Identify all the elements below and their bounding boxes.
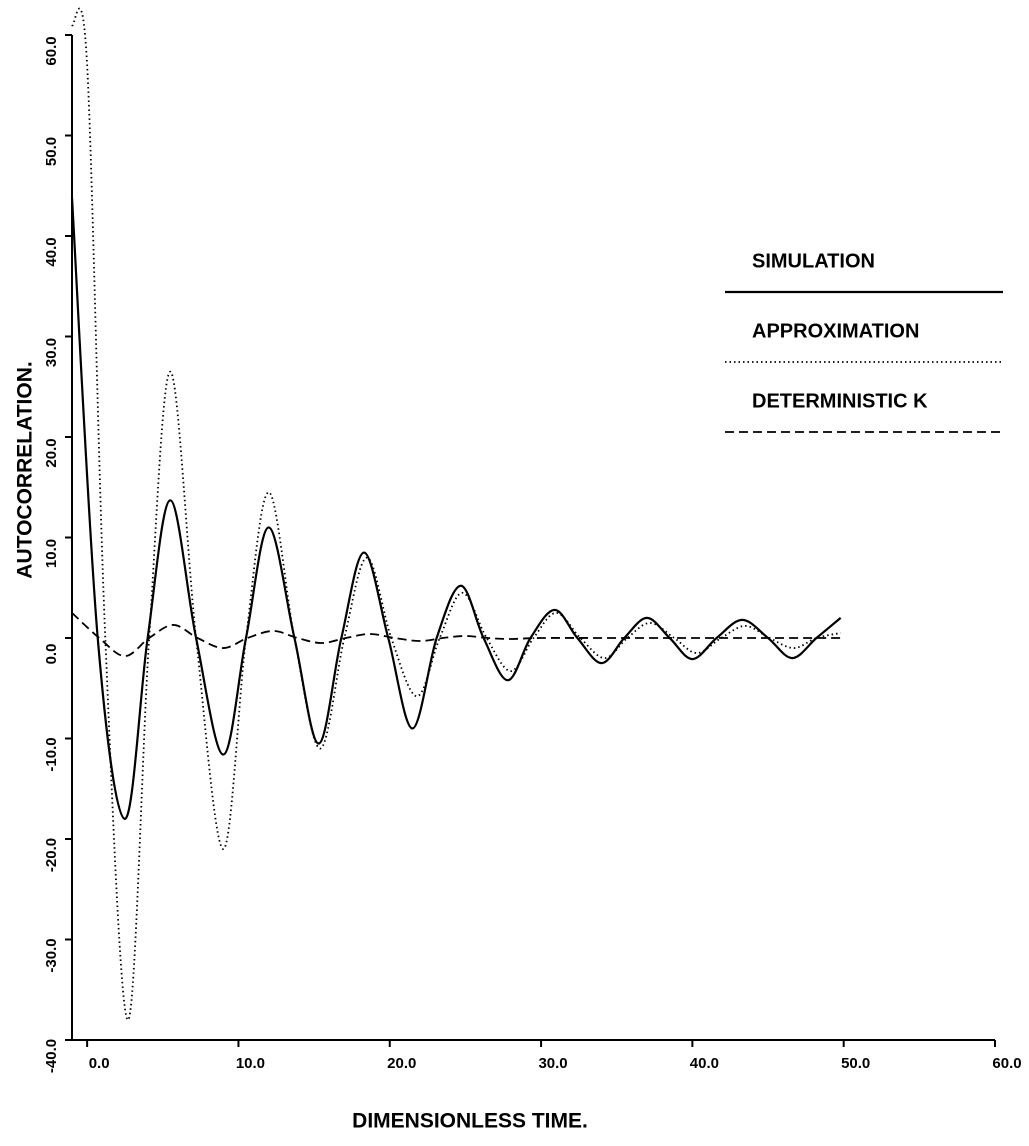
- y-tick-label: 40.0: [43, 237, 60, 266]
- y-tick-label: -40.0: [43, 1039, 60, 1073]
- x-tick-label: 30.0: [538, 1055, 567, 1072]
- y-tick-label: 60.0: [43, 36, 60, 65]
- x-tick-label: 50.0: [841, 1055, 870, 1072]
- x-tick-label: 0.0: [89, 1055, 110, 1072]
- y-tick-label: -20.0: [43, 838, 60, 872]
- y-tick-label: -10.0: [43, 737, 60, 771]
- y-tick-label: 0.0: [43, 644, 60, 665]
- x-axis-title: DIMENSIONLESS TIME.: [352, 1110, 588, 1133]
- y-tick-label: 20.0: [43, 438, 60, 467]
- x-tick-label: 10.0: [236, 1055, 265, 1072]
- data-line: [71, 612, 844, 657]
- y-axis-title: AUTOCORRELATION.: [14, 361, 37, 578]
- y-tick-label: 10.0: [43, 539, 60, 568]
- x-tick-label: 60.0: [992, 1055, 1021, 1072]
- legend-label: APPROXIMATION: [752, 320, 919, 342]
- y-tick-label: 50.0: [43, 137, 60, 166]
- data-line: [70, 197, 842, 821]
- legend-label: SIMULATION: [752, 250, 875, 272]
- data-line: [71, 7, 841, 1021]
- legend-label: DETERMINISTIC K: [752, 390, 928, 412]
- y-tick-label: -30.0: [43, 938, 60, 972]
- y-tick-label: 30.0: [43, 338, 60, 367]
- x-tick-label: 20.0: [387, 1055, 416, 1072]
- x-tick-label: 40.0: [690, 1055, 719, 1072]
